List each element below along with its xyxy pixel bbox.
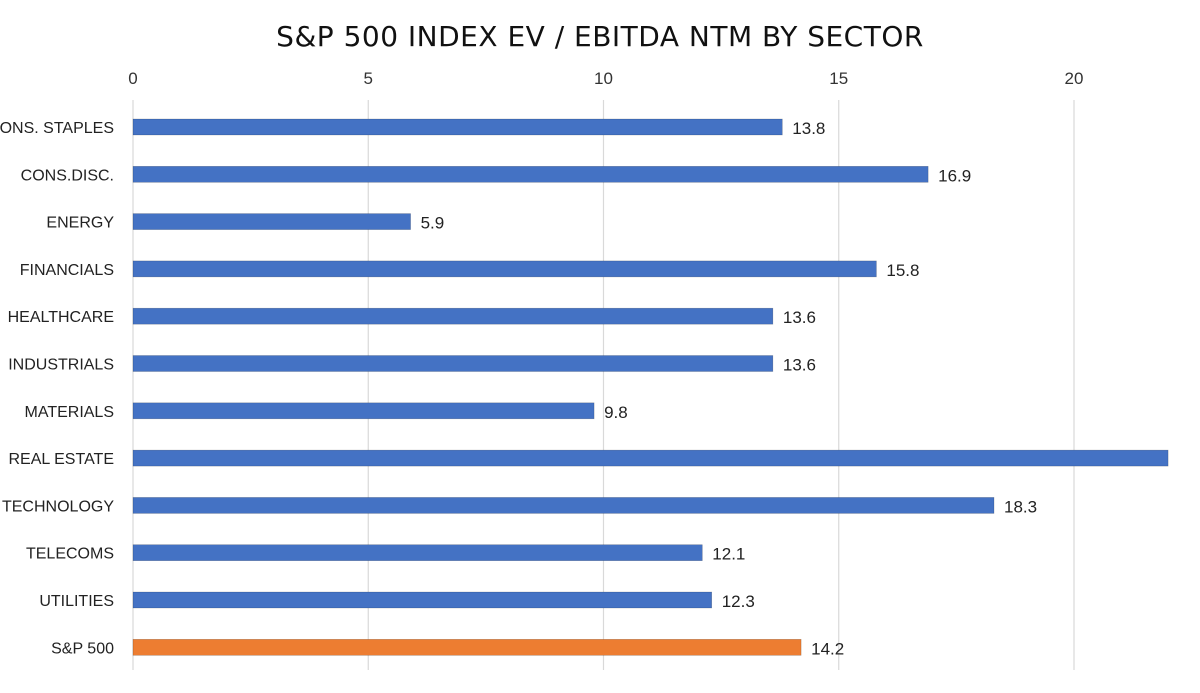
category-label: FINANCIALS <box>20 262 114 279</box>
bar <box>132 260 877 278</box>
data-label: 12.1 <box>712 545 745 564</box>
bar <box>132 449 1169 467</box>
bars <box>132 118 1169 656</box>
bar <box>132 166 929 183</box>
category-label: S&P 500 <box>51 640 114 657</box>
bar <box>132 591 713 609</box>
data-label: 13.6 <box>783 356 816 375</box>
x-tick-label: 10 <box>594 69 613 88</box>
data-label: 13.6 <box>783 308 816 327</box>
x-tick-label: 15 <box>829 69 848 88</box>
data-label: 15.8 <box>886 261 919 280</box>
category-label: UTILITIES <box>39 593 114 610</box>
x-axis-ticks: 0 5 10 15 20 <box>128 69 1083 88</box>
bar <box>132 307 774 325</box>
bar <box>132 213 411 230</box>
bar <box>132 638 802 656</box>
data-label: 12.3 <box>722 592 755 611</box>
category-label: CONS. STAPLES <box>0 120 114 137</box>
x-tick-label: 5 <box>364 69 373 88</box>
data-label: 9.8 <box>604 403 628 422</box>
bar <box>132 355 774 372</box>
data-labels: 13.8 16.9 5.9 15.8 13.6 13.6 9.8 18.3 12.1 12.3 14… <box>421 119 1038 658</box>
category-label: INDUSTRIALS <box>8 357 114 374</box>
category-labels: CONS. STAPLES CONS.DISC. ENERGY FINANCIALS H… <box>0 120 114 657</box>
category-label: REAL ESTATE <box>8 451 114 468</box>
data-label: 14.2 <box>811 639 844 658</box>
bar <box>132 118 783 136</box>
bar <box>132 497 995 514</box>
category-label: TELECOMS <box>26 546 114 563</box>
bar <box>132 402 595 420</box>
category-label: ENERGY <box>46 215 114 232</box>
x-tick-label: 20 <box>1065 69 1084 88</box>
data-label: 13.8 <box>792 119 825 138</box>
category-label: HEALTHCARE <box>8 309 114 326</box>
chart-title: S&P 500 INDEX EV / EBITDA NTM BY SECTOR <box>276 20 924 53</box>
bar <box>132 544 703 562</box>
x-tick-label: 0 <box>128 69 137 88</box>
category-label: TECHNOLOGY <box>2 498 114 515</box>
data-label: 18.3 <box>1004 497 1037 516</box>
category-label: CONS.DISC. <box>21 167 114 184</box>
data-label: 5.9 <box>421 214 445 233</box>
category-label: MATERIALS <box>25 404 115 421</box>
gridlines <box>132 100 1075 670</box>
data-label: 16.9 <box>938 166 971 185</box>
